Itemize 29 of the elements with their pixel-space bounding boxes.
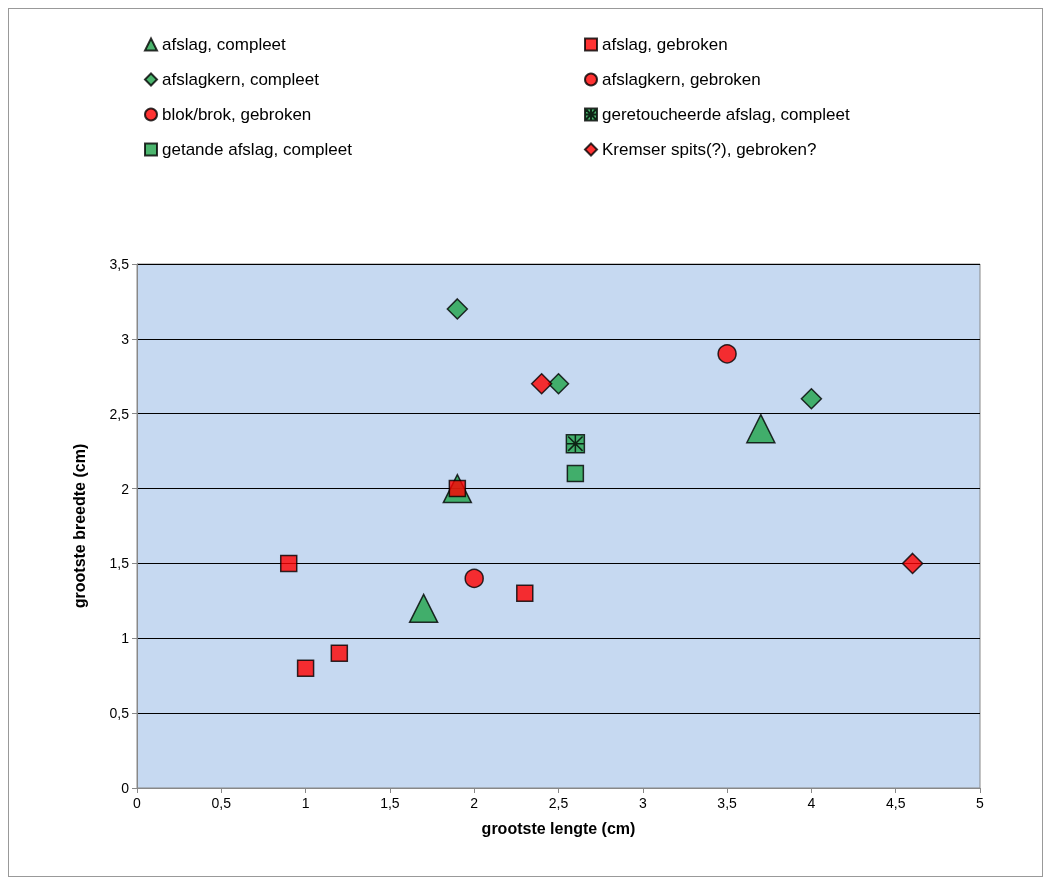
legend-label: geretoucheerde afslag, compleet — [602, 105, 850, 124]
x-tick-label: 1,5 — [380, 795, 400, 811]
x-tick-label: 4 — [807, 795, 816, 811]
legend-label: Kremser spits(?), gebroken? — [602, 140, 817, 159]
legend-label: afslagkern, gebroken — [602, 70, 761, 89]
x-tick-label: 1 — [301, 795, 310, 811]
legend-label: afslag, gebroken — [602, 35, 728, 54]
y-tick-label: 1,5 — [109, 555, 130, 572]
x-tick-label: 0 — [133, 795, 142, 811]
y-tick-label: 0,5 — [109, 705, 130, 722]
y-tick-label: 3,5 — [109, 256, 130, 272]
legend-label: afslag, compleet — [162, 35, 287, 54]
x-tick-label: 3 — [638, 795, 647, 811]
legend-label: getande afslag, compleet — [162, 140, 353, 159]
legend-label: blok/brok, gebroken — [162, 105, 312, 124]
y-tick-label: 2,5 — [109, 405, 130, 422]
x-tick-label: 4,5 — [885, 795, 906, 811]
legend-label: afslagkern, compleet — [162, 70, 320, 89]
x-axis-title: grootste lengte (cm) — [481, 819, 636, 837]
x-tick-label: 2 — [470, 795, 479, 811]
y-axis-title: grootste breedte (cm) — [70, 443, 88, 609]
x-tick-label: 5 — [976, 795, 985, 811]
x-tick-label: 3,5 — [717, 795, 738, 811]
y-tick-label: 2 — [121, 480, 130, 497]
y-tick-label: 1 — [121, 630, 130, 647]
x-tick-label: 0,5 — [211, 795, 232, 811]
y-tick-label: 3 — [121, 330, 130, 347]
x-tick-label: 2,5 — [548, 795, 569, 811]
y-tick-label: 0 — [121, 780, 130, 796]
